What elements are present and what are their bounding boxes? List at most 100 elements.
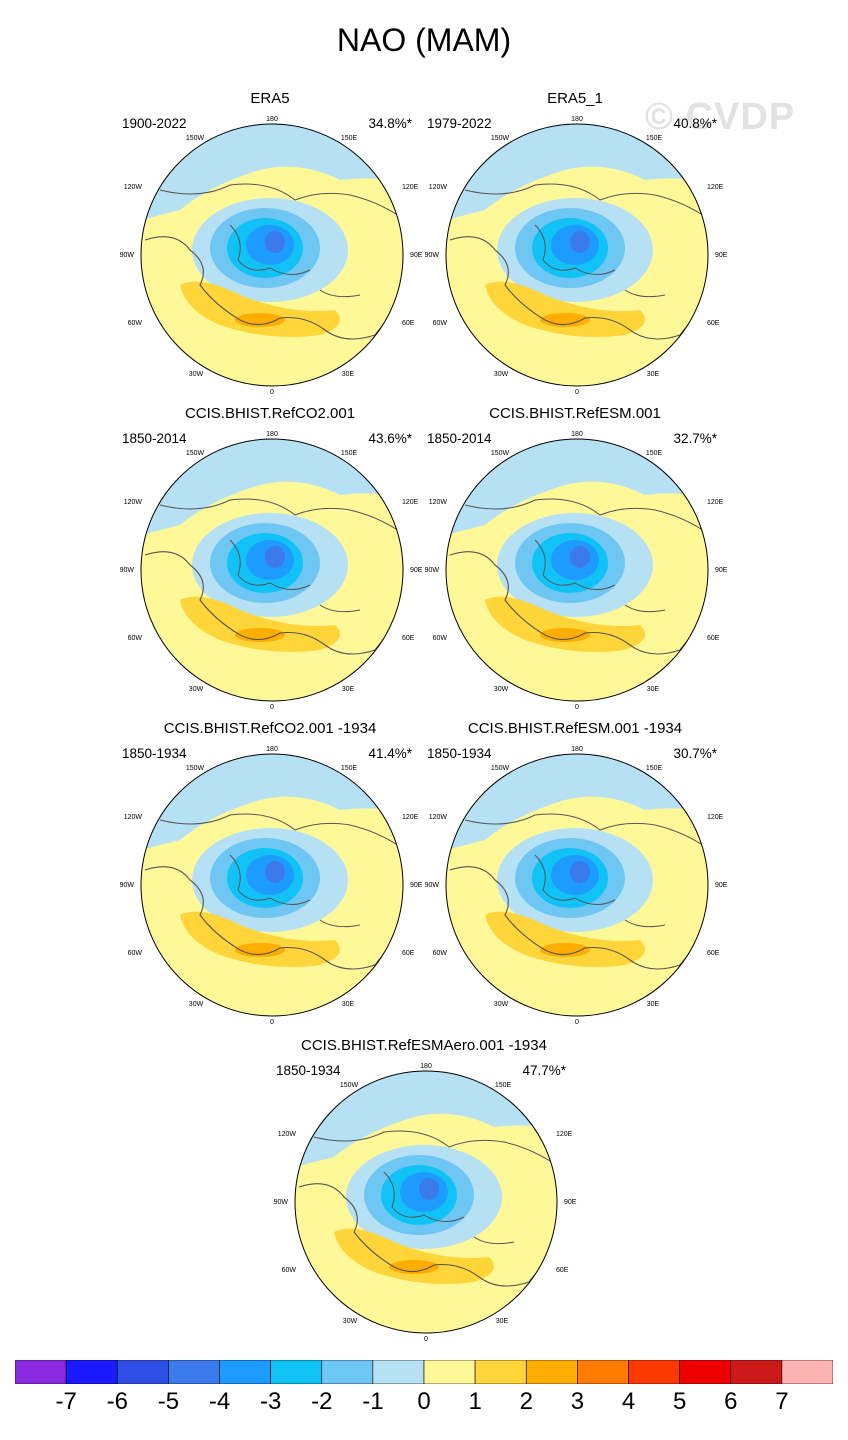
map-panel-refco2-1934: CCIS.BHIST.RefCO2.001 -1934 1850-1934 41…: [120, 720, 423, 1026]
longitude-label: 0: [270, 389, 274, 396]
longitude-label: 60E: [707, 635, 720, 642]
longitude-label: 180: [266, 431, 278, 438]
longitude-label: 60E: [707, 950, 720, 957]
longitude-label: 150W: [186, 135, 205, 142]
longitude-label: 120W: [429, 814, 448, 821]
longitude-label: 120E: [402, 499, 419, 506]
panel-title: CCIS.BHIST.RefCO2.001 -1934: [163, 720, 377, 737]
longitude-label: 90E: [564, 1199, 577, 1206]
longitude-label: 0: [270, 704, 274, 711]
panel-years: 1850-1934: [122, 746, 187, 761]
longitude-label: 120E: [707, 814, 724, 821]
coastline: [464, 498, 708, 613]
longitude-label: 60W: [433, 950, 448, 957]
positive-region-atlantic: [180, 911, 340, 968]
colorbar: [15, 1360, 833, 1384]
longitude-label: 0: [575, 1019, 579, 1026]
longitude-label: 30E: [647, 371, 660, 378]
colorbar-swatch: [423, 1360, 476, 1384]
colorbar-swatch: [270, 1360, 323, 1384]
longitude-label: 150W: [340, 1082, 359, 1089]
colorbar-tick-label: -4: [208, 1388, 231, 1415]
longitude-label: 120W: [278, 1131, 297, 1138]
positive-region-atlantic: [334, 1228, 494, 1285]
coastline: [449, 551, 708, 655]
longitude-label: 180: [571, 746, 583, 753]
panel-years: 1850-1934: [427, 746, 492, 761]
longitude-label: 60E: [402, 320, 415, 327]
positive-region-atlantic: [485, 596, 645, 653]
panel-percent: 43.6%*: [368, 431, 412, 446]
longitude-label: 150W: [186, 765, 205, 772]
longitude-label: 150W: [491, 450, 510, 457]
colorbar-tick-label: 4: [621, 1388, 636, 1415]
colorbar-tick-label: 5: [672, 1388, 687, 1415]
map-field: [446, 124, 708, 386]
longitude-label: 120E: [556, 1131, 573, 1138]
longitude-label: 150W: [491, 135, 510, 142]
longitude-label: 60W: [128, 320, 143, 327]
coastline: [159, 183, 403, 298]
panel-years: 1850-1934: [276, 1063, 341, 1078]
positive-region-atlantic: [180, 281, 340, 338]
longitude-label: 60W: [433, 320, 448, 327]
colorbar-swatch: [219, 1360, 271, 1384]
colorbar-tick-label: 0: [417, 1388, 431, 1415]
longitude-label: 150W: [491, 765, 510, 772]
longitude-label: 30W: [343, 1318, 358, 1325]
longitude-label: 60W: [128, 635, 143, 642]
map-panel-refco2: CCIS.BHIST.RefCO2.001 1850-2014 43.6%* 1…: [120, 405, 423, 711]
longitude-label: 60W: [282, 1267, 297, 1274]
colorbar-tick-label: 3: [570, 1388, 585, 1415]
polar-map: 180 0 150W 150E 120W 120E 90W 90E 60W 60E 30W 30E: [425, 431, 728, 711]
longitude-label: 30E: [342, 371, 355, 378]
negative-region-center: [265, 231, 285, 253]
coastline: [449, 866, 708, 970]
panel-years: 1979-2022: [427, 116, 492, 131]
longitude-label: 120E: [707, 499, 724, 506]
longitude-label: 120E: [402, 814, 419, 821]
longitude-label: 90E: [715, 252, 728, 259]
longitude-label: 30E: [647, 1001, 660, 1008]
longitude-label: 60W: [433, 635, 448, 642]
longitude-label: 90W: [120, 567, 135, 574]
longitude-label: 150E: [646, 765, 663, 772]
polar-map: 180 0 150W 150E 120W 120E 90W 90E 60W 60E 30W 30E: [120, 116, 423, 396]
panel-title: CCIS.BHIST.RefCO2.001: [184, 405, 356, 422]
colorbar-swatch: [65, 1360, 118, 1384]
coastline: [464, 813, 708, 928]
longitude-label: 30W: [189, 686, 204, 693]
figure-title: NAO (MAM): [336, 22, 512, 58]
longitude-label: 30E: [342, 1001, 355, 1008]
polar-map: 180 0 150W 150E 120W 120E 90W 90E 60W 60E 30W 30E: [425, 746, 728, 1026]
longitude-label: 90W: [274, 1199, 289, 1206]
panel-percent: 40.8%*: [673, 116, 717, 131]
longitude-label: 150E: [646, 135, 663, 142]
coastline: [159, 813, 403, 928]
colorbar-tick-label: 6: [724, 1388, 738, 1415]
negative-region-center: [265, 546, 285, 568]
coastline: [144, 866, 403, 970]
cvdp-watermark: © CVDP: [645, 96, 796, 138]
panel-years: 1850-2014: [122, 431, 187, 446]
panel-percent: 47.7%*: [522, 1063, 566, 1078]
positive-region-atlantic: [180, 596, 340, 653]
longitude-label: 30W: [494, 1001, 509, 1008]
map-border: [445, 123, 709, 387]
longitude-label: 60E: [402, 635, 415, 642]
longitude-label: 90W: [120, 252, 135, 259]
longitude-label: 0: [575, 704, 579, 711]
longitude-label: 0: [270, 1019, 274, 1026]
coastline: [313, 1130, 557, 1245]
coastline: [159, 498, 403, 613]
longitude-label: 90W: [425, 882, 440, 889]
longitude-label: 120E: [402, 184, 419, 191]
longitude-label: 180: [266, 116, 278, 123]
negative-region-center: [570, 546, 590, 568]
colorbar-tick-label: 2: [519, 1388, 533, 1415]
colorbar-swatch: [321, 1360, 374, 1384]
map-border: [445, 438, 709, 702]
colorbar-swatch: [577, 1360, 629, 1384]
panel-percent: 30.7%*: [673, 746, 717, 761]
colorbar-tick-label: 7: [775, 1388, 789, 1415]
